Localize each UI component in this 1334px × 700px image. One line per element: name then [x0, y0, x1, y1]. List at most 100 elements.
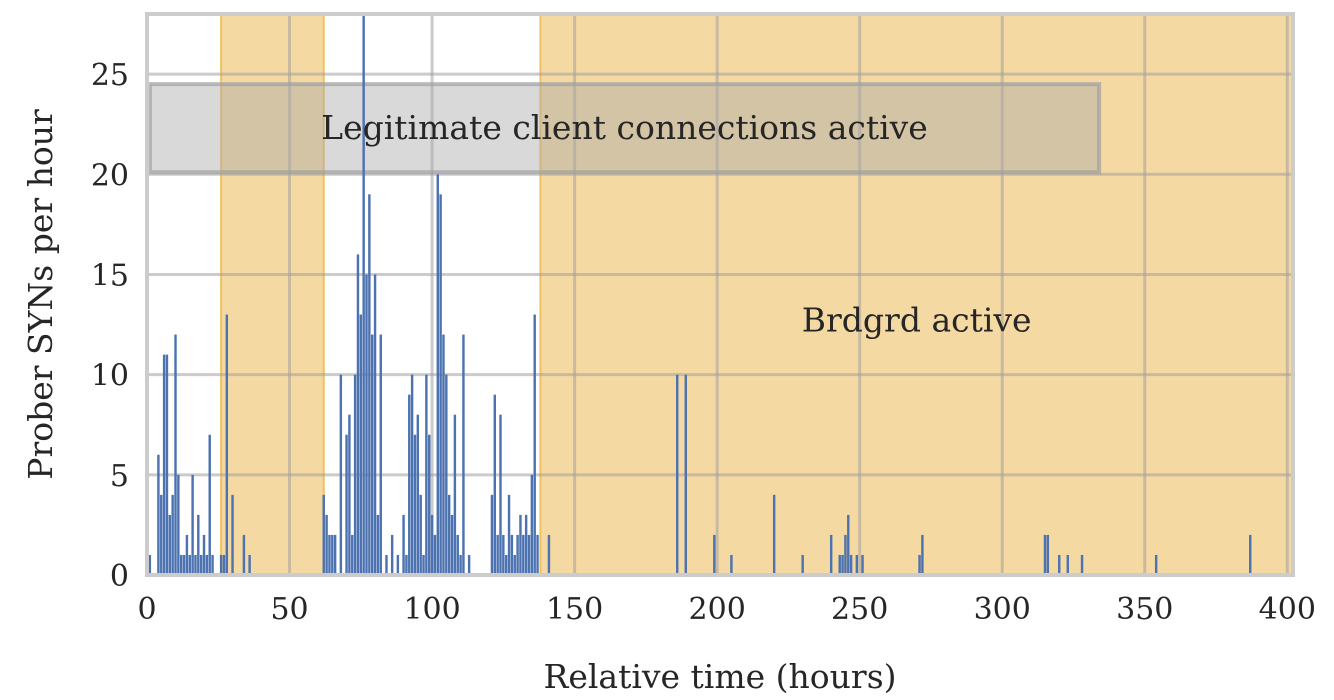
bar — [225, 314, 229, 575]
bar — [522, 534, 525, 575]
bar — [499, 414, 502, 575]
highlight-regions — [220, 14, 1294, 575]
bar — [536, 534, 539, 575]
bar — [918, 554, 921, 575]
x-tick-label: 150 — [546, 592, 603, 627]
plot-frame — [145, 12, 1295, 577]
annotation-labels: Legitimate client connections active Brdg… — [321, 108, 1031, 339]
bar — [408, 394, 411, 575]
x-axis-label: Relative time (hours) — [543, 657, 896, 696]
bar — [162, 354, 166, 575]
bar — [713, 534, 716, 575]
x-tick-label: 300 — [974, 592, 1031, 627]
bar — [177, 474, 180, 575]
bar — [359, 314, 363, 575]
bar — [507, 494, 511, 575]
bar — [188, 554, 191, 575]
bar — [211, 554, 214, 575]
bar — [160, 494, 163, 575]
bar — [493, 394, 497, 575]
bar — [510, 534, 514, 575]
x-tick-label: 400 — [1259, 592, 1316, 627]
bar — [450, 514, 454, 575]
grid-lines — [145, 14, 1293, 577]
bar — [1058, 554, 1061, 575]
bar — [351, 534, 354, 575]
brdgrd-region-0 — [221, 14, 324, 575]
x-tick-label: 250 — [831, 592, 888, 627]
bar — [202, 534, 206, 575]
bar — [165, 354, 169, 575]
bar — [231, 494, 234, 575]
bar — [194, 554, 197, 575]
bar — [425, 374, 428, 575]
bar — [168, 514, 172, 575]
bar — [222, 554, 226, 575]
tick-labels: 0 50 100 150 200 250 300 350 400 0 5 10 15 20 25 — [91, 58, 1316, 627]
x-tick-label: 350 — [1116, 592, 1173, 627]
bar — [333, 534, 337, 575]
bar — [513, 554, 516, 575]
bar — [829, 534, 833, 575]
bar — [345, 434, 348, 575]
plot-border — [145, 12, 1295, 577]
bar — [838, 554, 841, 575]
bar — [1043, 534, 1047, 575]
bar — [419, 494, 422, 575]
bar — [847, 514, 850, 575]
bar — [1046, 534, 1050, 575]
bar — [171, 494, 174, 575]
y-tick-label: 20 — [91, 158, 129, 193]
bar — [772, 494, 776, 575]
legit-connections-label: Legitimate client connections active — [321, 108, 928, 147]
bar — [841, 554, 844, 575]
bar — [413, 434, 417, 575]
bar — [325, 514, 328, 575]
bar — [396, 554, 400, 575]
bar — [339, 374, 343, 575]
bar — [376, 514, 380, 575]
bar — [445, 374, 448, 575]
bar — [502, 534, 505, 575]
bar — [547, 534, 551, 575]
bar — [242, 534, 246, 575]
bar — [208, 434, 211, 575]
bar — [148, 554, 152, 575]
bar — [1080, 554, 1084, 575]
bar — [1066, 554, 1070, 575]
legit-connections-box — [147, 82, 1102, 175]
bar — [191, 474, 194, 575]
bar — [322, 494, 325, 575]
y-tick-label: 15 — [91, 258, 129, 293]
bar — [1154, 554, 1158, 575]
bar — [390, 534, 394, 575]
brdgrd-region-1 — [540, 14, 1293, 575]
bar — [849, 554, 853, 575]
bar — [356, 254, 360, 575]
bar — [490, 494, 494, 575]
y-axis-label: Prober SYNs per hour — [21, 109, 60, 480]
bar — [447, 494, 451, 575]
bar — [456, 534, 459, 575]
bar — [861, 554, 864, 575]
bar — [684, 374, 688, 575]
bar — [921, 534, 924, 575]
bar — [439, 194, 442, 576]
x-tick-label: 0 — [137, 592, 156, 627]
brdgrd-active-label: Brdgrd active — [802, 301, 1032, 340]
bar — [504, 554, 508, 575]
x-tick-label: 200 — [689, 592, 746, 627]
bar — [436, 174, 439, 576]
annotation-boxes — [147, 82, 1102, 175]
bar — [157, 454, 160, 575]
bar — [530, 474, 534, 575]
y-tick-label: 0 — [110, 559, 129, 594]
bars — [148, 14, 1252, 576]
x-tick-label: 100 — [403, 592, 460, 627]
bar — [410, 374, 414, 575]
bar — [199, 554, 203, 575]
bar — [462, 334, 465, 575]
bar — [527, 534, 531, 575]
